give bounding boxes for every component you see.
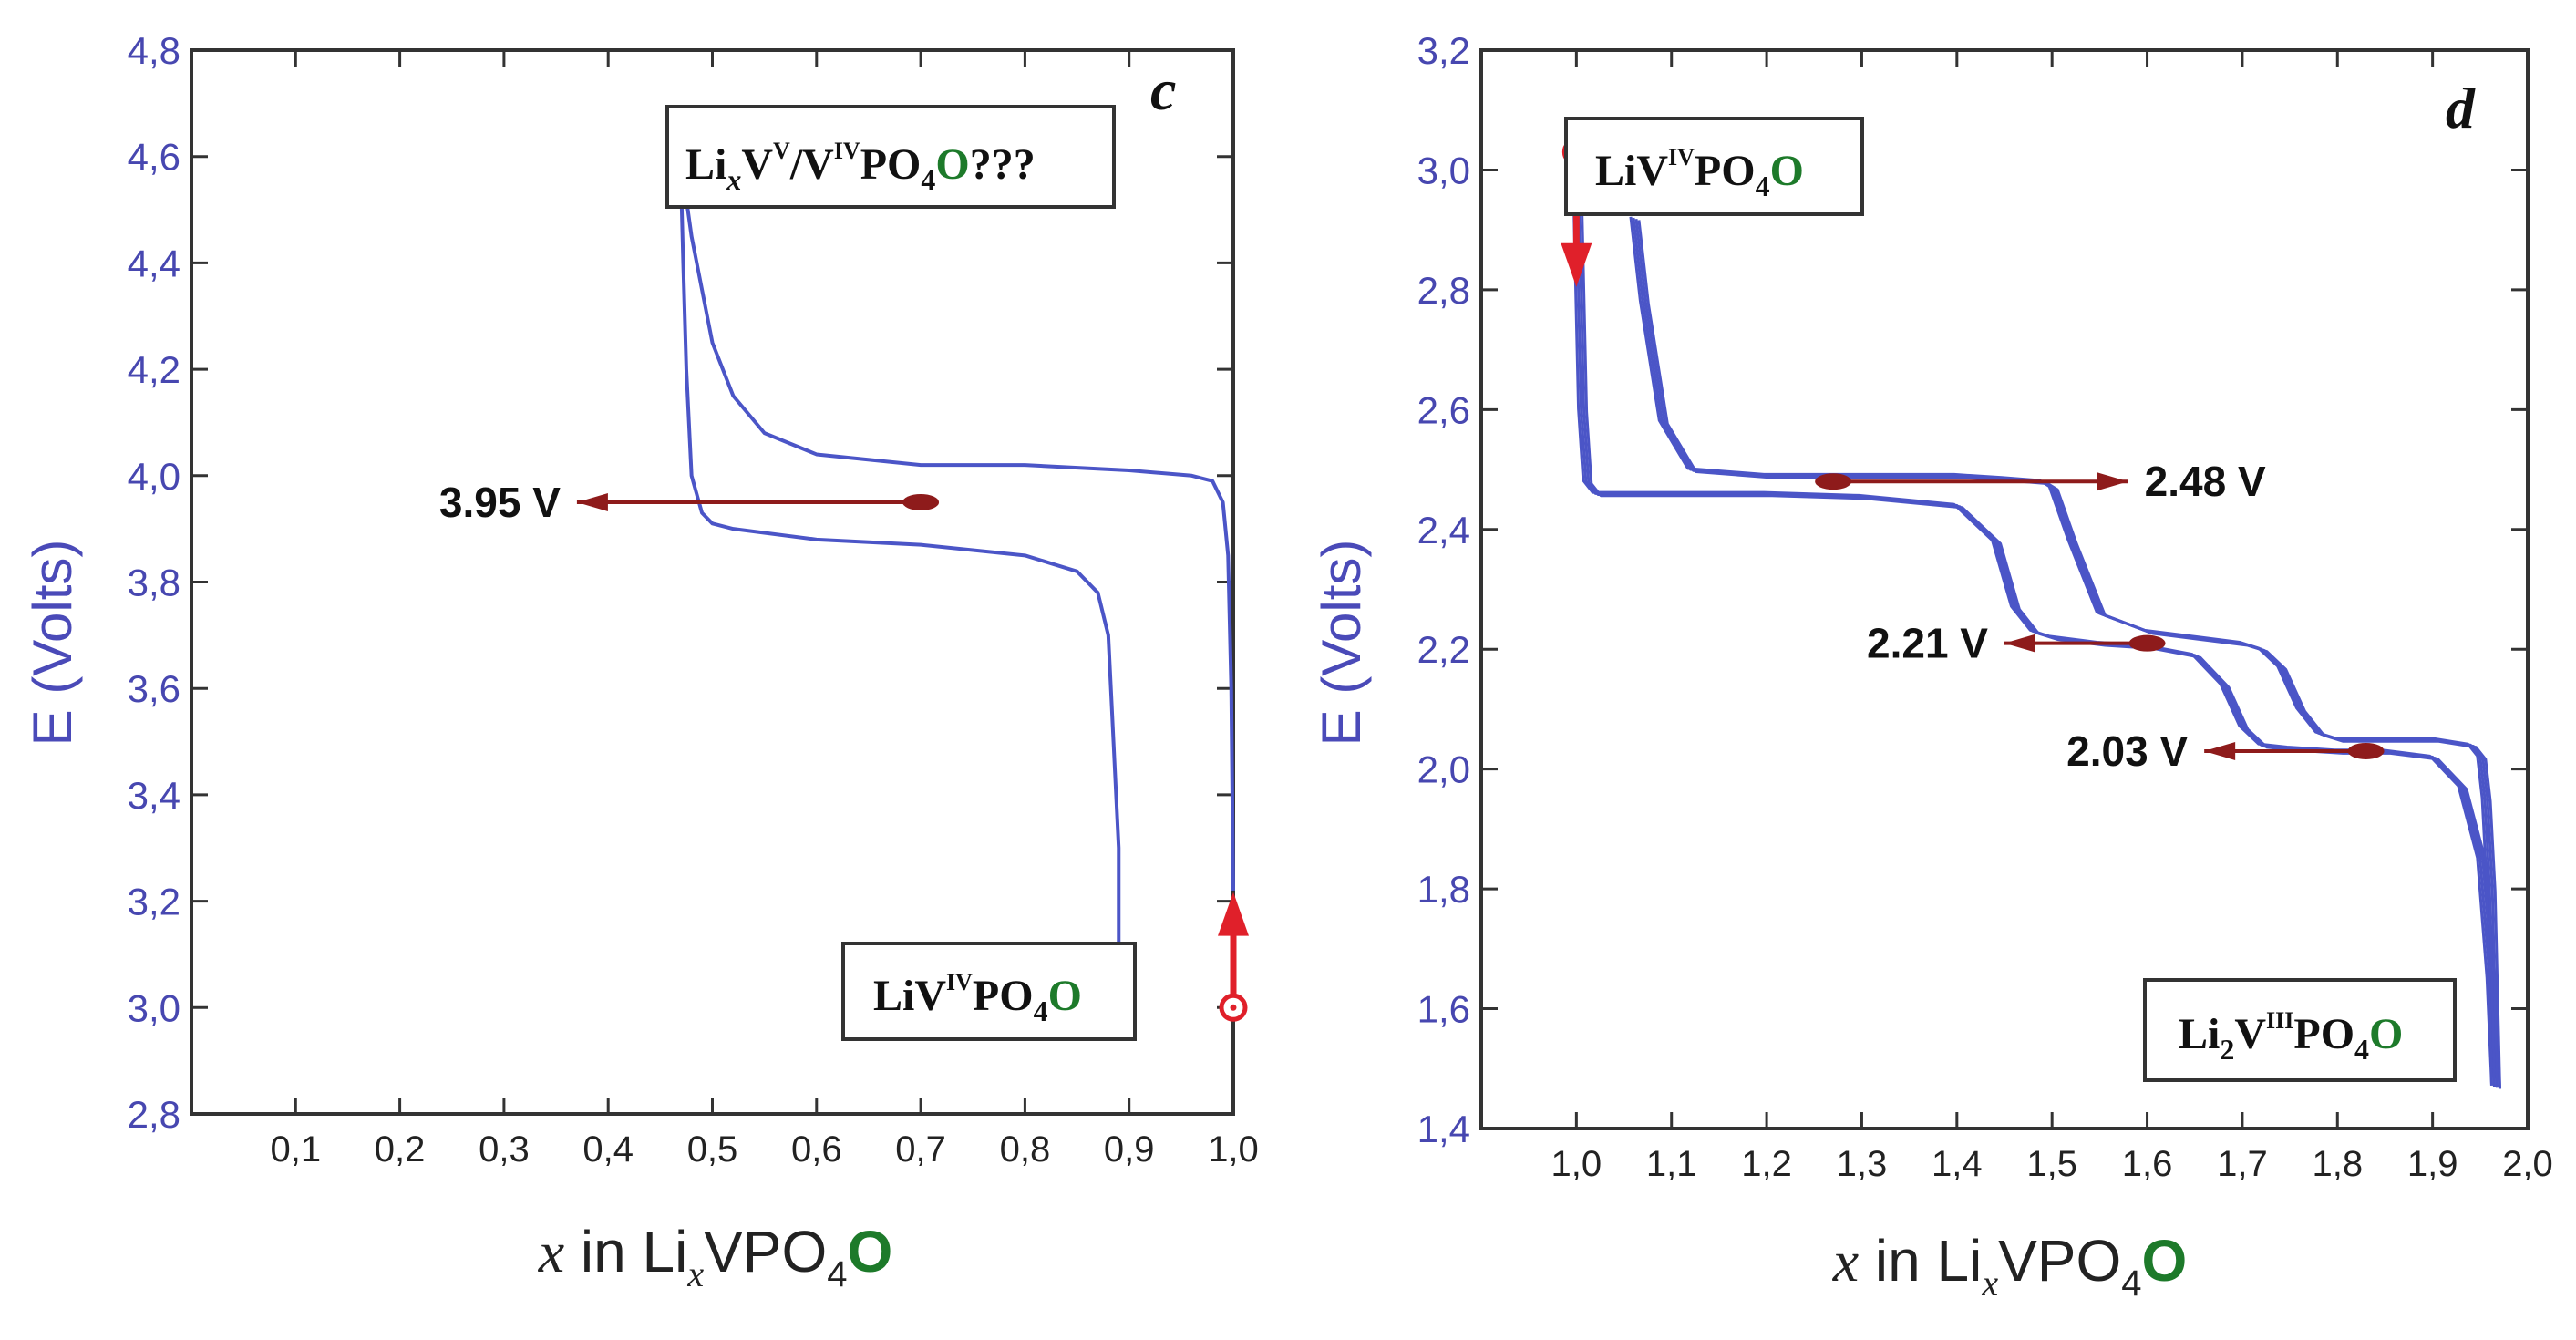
x-tick-label: 1,5: [2026, 1144, 2077, 1184]
start-arrowhead: [1218, 892, 1249, 936]
voltage-marker: [902, 493, 940, 510]
voltage-label: 3.95 V: [439, 479, 561, 526]
ticks-d: 1,4 1,6 1,8 2,0 2,2 2,4 2,6 2,8 3,0 3,2 1,0 1,1 1,2 1…: [1417, 29, 2553, 1184]
voltage-arrowhead: [2004, 634, 2035, 653]
y-tick-label: 4,4: [128, 242, 180, 284]
voltage-arrowhead: [576, 492, 608, 511]
x-tick-label: 0,5: [687, 1129, 738, 1170]
y-tick-label: 3,2: [1417, 29, 1470, 72]
ticks-c: 2,8 3,0 3,2 3,4 3,6 3,8 4,0 4,2 4,4 4,6 4,8 0,1 0,2 0…: [128, 29, 1259, 1170]
formula-d-bottom: Li2VIIIPO4O: [2179, 1007, 2403, 1066]
y-tick-label: 2,0: [1417, 748, 1470, 791]
voltage-marker: [1815, 473, 1852, 490]
x-tick-label: 0,1: [270, 1129, 321, 1170]
y-axis-label-d: E (Volts): [1311, 540, 1372, 747]
y-tick-label: 4,0: [128, 455, 180, 498]
x-axis-label-c: x in LixVPO4O: [538, 1219, 893, 1294]
x-tick-label: 0,4: [582, 1129, 634, 1170]
y-tick-label: 1,6: [1417, 988, 1470, 1031]
x-tick-label: 0,7: [895, 1129, 946, 1170]
y-tick-label: 3,0: [128, 986, 180, 1029]
y-tick-label: 2,8: [128, 1093, 180, 1136]
start-point-dot: [1230, 1004, 1237, 1011]
y-tick-label: 4,2: [128, 348, 180, 391]
x-tick-label: 2,0: [2502, 1144, 2553, 1184]
y-tick-label: 2,6: [1417, 388, 1470, 431]
label-box-c-top: LixVV/VIVPO4O???: [665, 105, 1116, 209]
x-tick-label: 1,7: [2217, 1144, 2268, 1184]
label-box-d-top: LiVIVPO4O: [1564, 117, 1864, 216]
voltage-arrowhead: [2097, 472, 2128, 491]
curves-c: [679, 182, 1235, 944]
formula-d-top: LiVIVPO4O: [1595, 144, 1804, 202]
series-charge-line: [1634, 219, 2499, 1088]
y-tick-label: 3,6: [128, 667, 180, 710]
voltage-label: 2.03 V: [2066, 727, 2188, 775]
x-tick-label: 0,6: [791, 1129, 842, 1170]
label-box-c-bottom: LiVIVPO4O: [841, 942, 1137, 1041]
y-tick-label: 3,0: [1417, 149, 1470, 191]
y-tick-label: 2,8: [1417, 269, 1470, 312]
voltage-marker: [2347, 742, 2385, 759]
panel-c: 2,8 3,0 3,2 3,4 3,6 3,8 4,0 4,2 4,4 4,6 4,8 0,1 0,2 0…: [22, 29, 1259, 1294]
voltage-label: 2.21 V: [1867, 620, 1988, 667]
label-box-d-bottom: Li2VIIIPO4O: [2143, 978, 2457, 1082]
annotations-c: 3.95 V: [439, 479, 1249, 1022]
voltage-marker: [2128, 634, 2166, 652]
x-tick-label: 1,1: [1646, 1144, 1697, 1184]
x-tick-label: 0,9: [1104, 1129, 1155, 1170]
x-tick-label: 1,6: [2122, 1144, 2173, 1184]
y-tick-label: 3,8: [128, 562, 180, 604]
y-tick-label: 3,2: [128, 881, 180, 923]
x-tick-label: 1,0: [1551, 1144, 1602, 1184]
series-charge-line: [1632, 217, 2496, 1087]
panel-letter-c: c: [1150, 57, 1176, 122]
y-tick-label: 4,6: [128, 136, 180, 179]
x-axis-label-d: x in LixVPO4O: [1832, 1228, 2188, 1304]
formula-c-bottom: LiVIVPO4O: [873, 969, 1082, 1027]
panel-letter-d: d: [2446, 76, 2476, 140]
series-charge-line: [679, 182, 1235, 891]
y-tick-label: 1,8: [1417, 868, 1470, 911]
y-tick-label: 1,4: [1417, 1108, 1470, 1150]
x-tick-label: 1,9: [2407, 1144, 2458, 1184]
plot-frame-d: [1479, 48, 2530, 1130]
series-discharge-line: [1580, 201, 2501, 1089]
x-tick-label: 0,3: [479, 1129, 530, 1170]
voltage-label: 2.48 V: [2145, 458, 2266, 505]
x-tick-label: 1,8: [2312, 1144, 2363, 1184]
x-tick-label: 0,8: [1000, 1129, 1051, 1170]
formula-c-top: LixVV/VIVPO4O???: [685, 138, 1036, 196]
x-tick-label: 1,3: [1837, 1144, 1888, 1184]
voltage-arrowhead: [2204, 741, 2236, 760]
x-tick-label: 1,0: [1208, 1129, 1259, 1170]
y-tick-label: 3,4: [128, 774, 180, 817]
series-charge-line: [1629, 216, 2493, 1086]
y-tick-label: 4,8: [128, 29, 180, 72]
series-discharge-line: [679, 182, 1121, 944]
y-axis-label-c: E (Volts): [22, 540, 83, 747]
start-arrowhead: [1561, 242, 1592, 287]
series-charge-line: [1637, 220, 2501, 1089]
y-tick-label: 2,4: [1417, 509, 1470, 551]
x-tick-label: 0,2: [375, 1129, 426, 1170]
x-tick-label: 1,4: [1932, 1144, 1983, 1184]
x-tick-label: 1,2: [1741, 1144, 1792, 1184]
y-tick-label: 2,2: [1417, 628, 1470, 671]
panel-d: 1,4 1,6 1,8 2,0 2,2 2,4 2,6 2,8 3,0 3,2 1,0 1,1 1,2 1…: [1311, 29, 2553, 1304]
